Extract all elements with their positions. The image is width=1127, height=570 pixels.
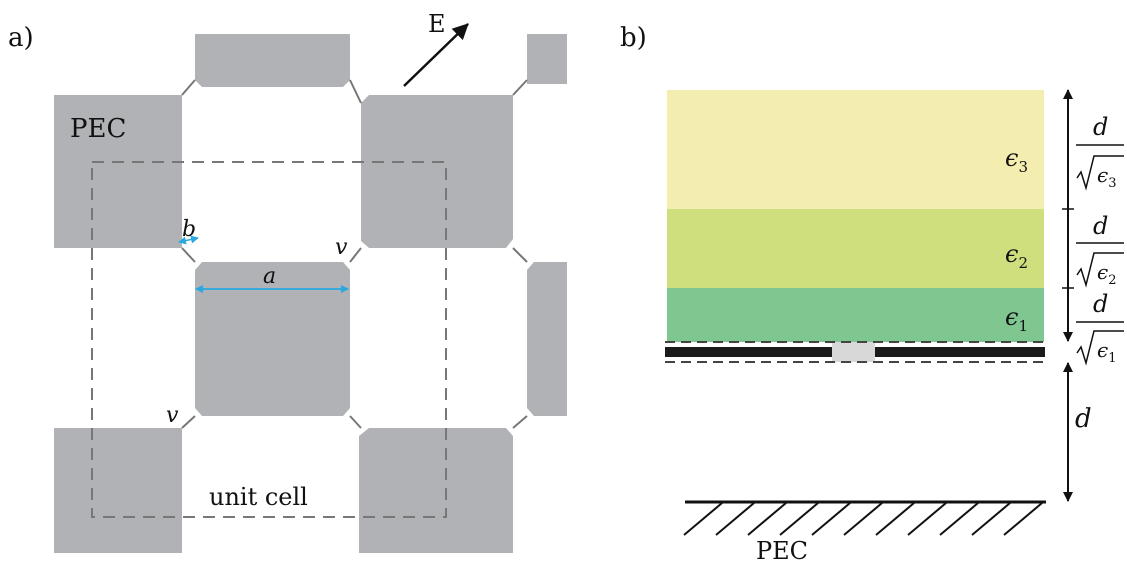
dim-1-den: ϵ1: [1097, 338, 1116, 366]
e-field-arrow: [403, 23, 469, 87]
via-line: [349, 79, 362, 104]
e-field-label: E: [428, 10, 446, 38]
pec-patch-left-bottom: [54, 428, 182, 553]
via-line: [512, 247, 528, 263]
dim-fraction-2: d ϵ2: [1076, 212, 1124, 288]
via-line: [181, 247, 196, 263]
layer-3-eps: ϵ3: [1005, 144, 1028, 176]
dielectric-layer-1: [667, 288, 1044, 342]
hatch-line: [683, 502, 723, 536]
dim-fraction-3: d ϵ3: [1076, 113, 1124, 191]
unit-cell-outline: [91, 161, 447, 518]
sqrt-sign: [1076, 252, 1124, 288]
dim-3-den: ϵ3: [1097, 163, 1116, 191]
layer-2-eps: ϵ2: [1005, 240, 1028, 272]
gap-dimension-arrow: [178, 235, 199, 245]
panel-b: b) ϵ3 ϵ2 ϵ1 d ϵ3 d: [620, 23, 1124, 565]
gap-label: b: [182, 217, 196, 242]
pec-patch-left-top: [54, 95, 182, 248]
panel-a: a): [8, 10, 567, 553]
hatch-line: [971, 502, 1011, 536]
hatch-line: [843, 502, 883, 536]
dim-1-num: d: [1093, 290, 1108, 318]
dim-2-num: d: [1093, 212, 1108, 240]
layer-1-eps: ϵ1: [1005, 303, 1028, 335]
hatch-line: [811, 502, 851, 536]
sqrt-sign: [1076, 155, 1124, 191]
pec-patch-center: [195, 262, 350, 416]
width-label: a: [263, 264, 276, 289]
via-line: [512, 79, 528, 96]
dielectric-layer-2: [667, 209, 1044, 288]
unit-cell-label: unit cell: [209, 483, 308, 511]
ground-hatching: [683, 502, 1043, 536]
hatch-line: [747, 502, 787, 536]
pec-label: PEC: [70, 114, 126, 144]
metal-strip-right: [875, 347, 1045, 357]
metal-strip-left: [665, 347, 832, 357]
dim-fraction-1: d ϵ1: [1076, 290, 1124, 366]
dim-3-num: d: [1093, 113, 1108, 141]
hatch-line: [875, 502, 915, 536]
via-line: [349, 415, 362, 429]
pec-patch-top-right: [527, 34, 567, 84]
via-label-bottom: v: [166, 403, 179, 428]
pec-patch-right-top: [361, 95, 513, 248]
panel-a-label: a): [8, 23, 34, 53]
hatch-line: [939, 502, 979, 536]
via-lines: [181, 79, 528, 429]
pec-patch-top-mid: [195, 34, 350, 87]
pec-patches: [54, 34, 567, 553]
pec-patch-right-mid: [527, 262, 567, 416]
panel-b-label: b): [620, 23, 647, 53]
pec-patch-right-bottom: [359, 428, 513, 553]
via-line: [181, 415, 196, 429]
ground-pec-label: PEC: [756, 537, 808, 565]
gap-distance-label: d: [1075, 404, 1092, 434]
hatch-line: [779, 502, 819, 536]
hatch-line: [1003, 502, 1043, 536]
sqrt-sign: [1076, 330, 1124, 366]
metasurface-slot: [832, 342, 875, 362]
dielectric-layer-3: [667, 90, 1044, 209]
via-line: [512, 415, 528, 429]
hatch-line: [907, 502, 947, 536]
dim-2-den: ϵ2: [1097, 260, 1116, 288]
hatch-line: [715, 502, 755, 536]
via-label-top: v: [335, 235, 348, 260]
dim-ticks: [1062, 208, 1074, 289]
via-line: [181, 79, 196, 96]
via-line: [349, 247, 362, 263]
